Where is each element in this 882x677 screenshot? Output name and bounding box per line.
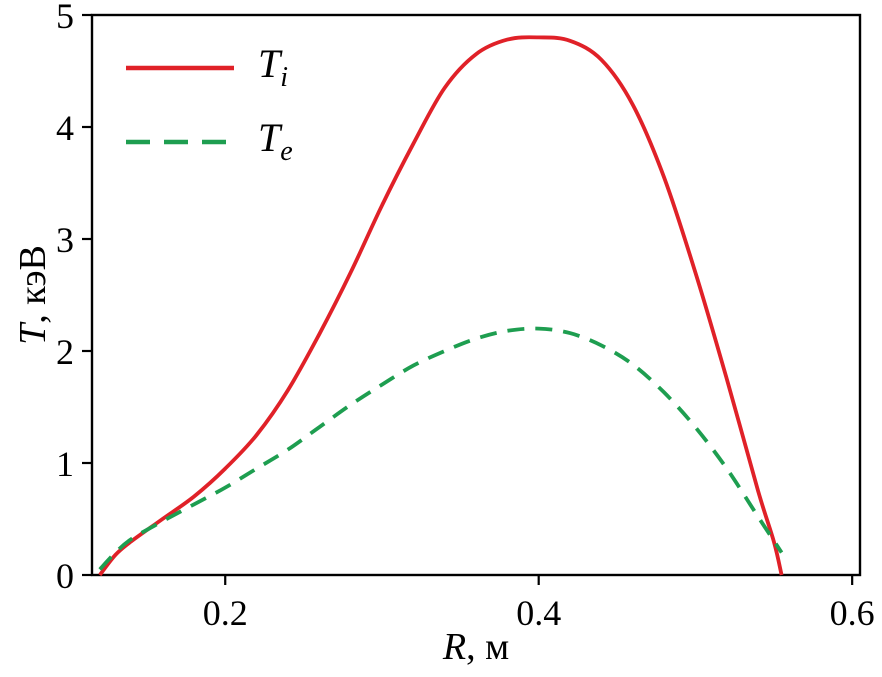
y-tick-label: 2: [56, 332, 74, 372]
legend-label-te: Te: [258, 115, 293, 167]
x-tick-label: 0.6: [830, 593, 875, 633]
legend-item-te: Te: [124, 118, 293, 166]
legend-label-ti: Ti: [258, 41, 289, 93]
legend: Ti Te: [124, 44, 293, 166]
y-tick-label: 3: [56, 220, 74, 260]
y-tick-label: 0: [56, 556, 74, 596]
x-tick-label: 0.2: [203, 593, 248, 633]
x-axis-label: R, м: [442, 626, 510, 668]
legend-item-ti: Ti: [124, 44, 293, 92]
y-axis-label: T, кэВ: [12, 245, 54, 345]
y-tick-label: 4: [56, 108, 74, 148]
y-tick-label: 5: [56, 0, 74, 36]
plot-frame: [90, 13, 862, 577]
ti-line-sample-icon: [126, 65, 234, 71]
te-dashed-line-sample-icon: [126, 139, 234, 145]
series-curve-Ti: [98, 35, 784, 577]
x-tick-label: 0.4: [516, 593, 561, 633]
y-tick-label: 1: [56, 444, 74, 484]
series-curve-Te: [98, 326, 784, 571]
